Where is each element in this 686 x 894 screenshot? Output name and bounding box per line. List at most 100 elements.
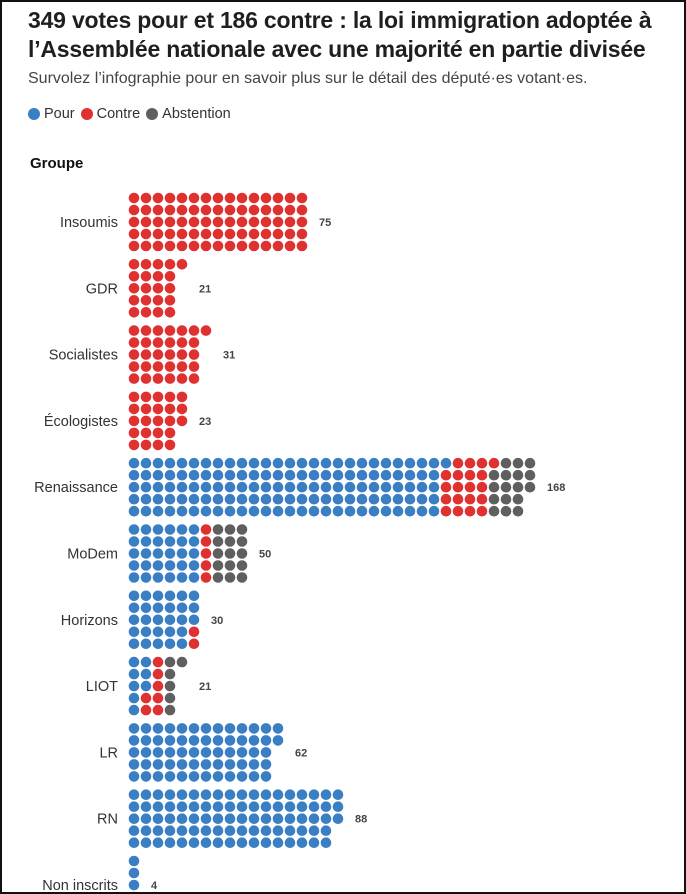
dot-contre[interactable] — [200, 228, 212, 240]
dot-contre[interactable] — [128, 337, 140, 348]
dot-pour[interactable] — [140, 638, 152, 650]
group-liot[interactable]: LIOT 21 — [86, 656, 211, 716]
dot-pour[interactable] — [368, 469, 380, 481]
dot-contre[interactable] — [140, 415, 152, 427]
dot-pour[interactable] — [188, 493, 200, 505]
dot-contre[interactable] — [140, 704, 152, 716]
dot-contre[interactable] — [128, 427, 140, 439]
dot-pour[interactable] — [140, 825, 152, 836]
dot-abstention[interactable] — [500, 505, 512, 517]
dot-pour[interactable] — [380, 505, 392, 517]
dot-pour[interactable] — [128, 505, 140, 517]
dot-pour[interactable] — [248, 789, 260, 800]
dot-contre[interactable] — [152, 403, 164, 415]
dot-contre[interactable] — [284, 204, 296, 216]
group-non-inscrits[interactable]: Non inscrits 4 — [42, 855, 158, 892]
dot-contre[interactable] — [236, 216, 248, 228]
dot-pour[interactable] — [404, 493, 416, 505]
dot-contre[interactable] — [200, 204, 212, 216]
dot-pour[interactable] — [128, 536, 140, 547]
dot-pour[interactable] — [164, 789, 176, 800]
dot-pour[interactable] — [224, 457, 236, 469]
dot-pour[interactable] — [344, 457, 356, 469]
dot-pour[interactable] — [212, 813, 224, 824]
dot-pour[interactable] — [416, 469, 428, 481]
dot-pour[interactable] — [260, 801, 272, 812]
dot-contre[interactable] — [128, 295, 140, 306]
dot-pour[interactable] — [152, 723, 164, 734]
dot-contre[interactable] — [164, 373, 176, 384]
dot-contre[interactable] — [224, 216, 236, 228]
dot-pour[interactable] — [248, 481, 260, 493]
dot-pour[interactable] — [260, 771, 272, 782]
dot-contre[interactable] — [140, 361, 152, 372]
dot-pour[interactable] — [212, 771, 224, 782]
dot-pour[interactable] — [404, 469, 416, 481]
dot-pour[interactable] — [164, 602, 176, 614]
dot-pour[interactable] — [128, 879, 140, 891]
dot-pour[interactable] — [200, 457, 212, 469]
dot-contre[interactable] — [152, 704, 164, 716]
dot-contre[interactable] — [140, 692, 152, 704]
dot-abstention[interactable] — [224, 524, 236, 535]
dot-pour[interactable] — [140, 680, 152, 692]
dot-contre[interactable] — [176, 415, 188, 427]
dot-contre[interactable] — [128, 259, 140, 270]
dot-contre[interactable] — [452, 505, 464, 517]
dot-contre[interactable] — [164, 216, 176, 228]
dot-contre[interactable] — [272, 216, 284, 228]
dot-pour[interactable] — [224, 825, 236, 836]
dot-pour[interactable] — [140, 668, 152, 680]
dot-pour[interactable] — [248, 457, 260, 469]
dot-contre[interactable] — [476, 469, 488, 481]
dot-pour[interactable] — [140, 493, 152, 505]
dot-abstention[interactable] — [212, 572, 224, 583]
dot-pour[interactable] — [332, 493, 344, 505]
dot-contre[interactable] — [164, 307, 176, 318]
dot-pour[interactable] — [416, 505, 428, 517]
dot-pour[interactable] — [212, 789, 224, 800]
dot-pour[interactable] — [260, 723, 272, 734]
dot-pour[interactable] — [260, 837, 272, 848]
dot-pour[interactable] — [140, 602, 152, 614]
dot-abstention[interactable] — [164, 656, 176, 668]
dot-abstention[interactable] — [524, 457, 536, 469]
dot-pour[interactable] — [188, 548, 200, 559]
dot-pour[interactable] — [368, 481, 380, 493]
dot-pour[interactable] — [140, 735, 152, 746]
dot-pour[interactable] — [152, 747, 164, 758]
dot-contre[interactable] — [188, 373, 200, 384]
dot-pour[interactable] — [332, 481, 344, 493]
dot-pour[interactable] — [164, 825, 176, 836]
dot-pour[interactable] — [224, 723, 236, 734]
dot-pour[interactable] — [200, 825, 212, 836]
dot-pour[interactable] — [200, 723, 212, 734]
dot-abstention[interactable] — [236, 560, 248, 571]
dot-pour[interactable] — [128, 704, 140, 716]
dot-pour[interactable] — [284, 505, 296, 517]
dot-pour[interactable] — [140, 837, 152, 848]
group-insoumis[interactable]: Insoumis 75 — [60, 192, 331, 252]
dot-pour[interactable] — [344, 493, 356, 505]
dot-abstention[interactable] — [164, 668, 176, 680]
dot-pour[interactable] — [236, 837, 248, 848]
dot-contre[interactable] — [128, 391, 140, 403]
dot-pour[interactable] — [176, 813, 188, 824]
dot-abstention[interactable] — [176, 656, 188, 668]
dot-pour[interactable] — [272, 801, 284, 812]
dot-pour[interactable] — [140, 759, 152, 770]
dot-contre[interactable] — [140, 439, 152, 451]
dot-contre[interactable] — [176, 349, 188, 360]
dot-pour[interactable] — [236, 469, 248, 481]
dot-pour[interactable] — [236, 505, 248, 517]
dot-pour[interactable] — [188, 813, 200, 824]
dot-pour[interactable] — [128, 560, 140, 571]
dot-pour[interactable] — [176, 493, 188, 505]
dot-contre[interactable] — [176, 361, 188, 372]
dot-pour[interactable] — [320, 813, 332, 824]
dot-pour[interactable] — [128, 656, 140, 668]
dot-pour[interactable] — [128, 747, 140, 758]
dot-pour[interactable] — [320, 481, 332, 493]
dot-pour[interactable] — [356, 493, 368, 505]
dot-pour[interactable] — [164, 536, 176, 547]
